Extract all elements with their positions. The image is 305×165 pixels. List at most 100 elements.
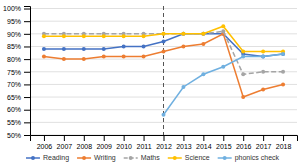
x-tick: 2009 <box>96 135 112 150</box>
x-tick-label: 2016 <box>236 143 252 150</box>
legend-marker <box>173 156 177 160</box>
y-tick-mark <box>24 21 30 22</box>
x-tick: 2018 <box>276 135 292 150</box>
x-tick-mark <box>183 135 184 141</box>
series-point <box>201 72 205 76</box>
legend-marker <box>129 156 133 160</box>
series-point <box>82 34 86 38</box>
series-point <box>261 55 265 59</box>
series-point <box>241 55 245 59</box>
x-tick: 2016 <box>236 135 252 150</box>
series-point <box>42 47 46 51</box>
legend-marker <box>31 156 35 160</box>
y-tick-mark <box>24 97 30 98</box>
series-point <box>42 34 46 38</box>
y-tick-label: 100% <box>3 5 21 12</box>
grid-line <box>30 46 297 47</box>
series-point <box>281 52 285 56</box>
y-tick: 75% <box>7 69 30 76</box>
series-point <box>142 44 146 48</box>
x-tick-mark <box>203 135 204 141</box>
y-tick: 70% <box>7 81 30 88</box>
x-tick-label: 2010 <box>116 143 132 150</box>
series-point <box>82 57 86 61</box>
y-tick-label: 60% <box>7 106 21 113</box>
y-tick-label: 75% <box>7 69 21 76</box>
series-point <box>181 32 185 36</box>
x-tick: 2015 <box>216 135 232 150</box>
y-tick-label: 50% <box>7 132 21 139</box>
series-line <box>44 34 283 97</box>
y-tick-mark <box>24 122 30 123</box>
series-point <box>62 34 66 38</box>
legend-marker <box>223 156 227 160</box>
y-tick-label: 55% <box>7 119 21 126</box>
y-tick: 100% <box>3 5 30 12</box>
legend-label: phonics check <box>235 154 280 162</box>
series-point <box>261 55 265 59</box>
series-point <box>181 32 185 36</box>
series-point <box>261 50 265 54</box>
x-tick-mark <box>164 135 165 141</box>
series-point <box>181 32 185 36</box>
y-tick: 50% <box>7 132 30 139</box>
series-point <box>162 32 166 36</box>
x-tick-mark <box>84 135 85 141</box>
y-tick-label: 80% <box>7 56 21 63</box>
x-tick-mark <box>44 135 45 141</box>
grid-line <box>30 122 297 123</box>
x-tick-label: 2007 <box>57 143 73 150</box>
series <box>162 52 286 117</box>
x-tick-mark <box>124 135 125 141</box>
series-point <box>142 34 146 38</box>
series-point <box>241 95 245 99</box>
series-point <box>261 70 265 74</box>
series-point <box>221 65 225 69</box>
series-point <box>281 70 285 74</box>
y-tick-mark <box>24 110 30 111</box>
y-tick-mark <box>24 59 30 60</box>
series-point <box>102 47 106 51</box>
y-tick-label: 70% <box>7 81 21 88</box>
series-point <box>102 34 106 38</box>
series-point <box>162 39 166 43</box>
series-point <box>42 55 46 59</box>
series-point <box>241 72 245 76</box>
x-tick-mark <box>104 135 105 141</box>
y-tick: 90% <box>7 31 30 38</box>
legend-item: Writing <box>77 154 116 162</box>
y-tick: 85% <box>7 43 30 50</box>
x-tick-label: 2006 <box>37 143 53 150</box>
y-tick: 60% <box>7 106 30 113</box>
x-tick-label: 2014 <box>196 143 212 150</box>
y-axis-line <box>24 7 31 136</box>
y-tick-mark <box>24 34 30 35</box>
y-axis: 50%55%60%65%70%75%80%85%90%95%100% <box>3 5 30 138</box>
x-tick: 2011 <box>137 135 152 150</box>
legend-item: Science <box>168 154 210 161</box>
y-tick-mark <box>24 135 30 136</box>
legend-label: Reading <box>43 154 69 162</box>
x-tick-label: 2012 <box>156 143 172 150</box>
series <box>42 32 285 99</box>
series-line <box>164 54 284 115</box>
series-point <box>201 32 205 36</box>
series-point <box>201 32 205 36</box>
x-tick-label: 2017 <box>256 143 272 150</box>
series-point <box>162 113 166 117</box>
legend-label: Science <box>185 154 210 161</box>
x-tick-label: 2008 <box>77 143 93 150</box>
x-tick: 2010 <box>116 135 132 150</box>
x-tick-mark <box>223 135 224 141</box>
x-tick-mark <box>263 135 264 141</box>
series-line <box>44 34 283 57</box>
x-tick-label: 2018 <box>276 143 292 150</box>
x-tick-mark <box>283 135 284 141</box>
y-tick: 65% <box>7 94 30 101</box>
x-tick: 2013 <box>176 135 192 150</box>
series-point <box>102 55 106 59</box>
x-tick-mark <box>64 135 65 141</box>
series-point <box>162 50 166 54</box>
series-point <box>142 55 146 59</box>
y-tick-label: 90% <box>7 31 21 38</box>
